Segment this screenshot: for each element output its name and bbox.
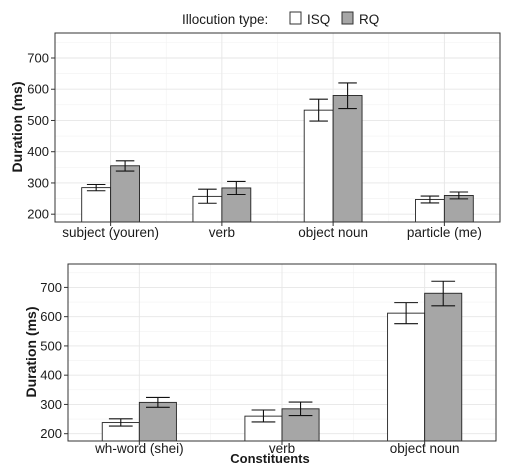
legend: Illocution type: ISQ RQ — [182, 11, 379, 27]
y-tick-label: 200 — [27, 207, 49, 222]
x-tick-label: subject (youren) — [62, 225, 159, 240]
y-tick-label: 600 — [27, 82, 49, 97]
y-axis-label: Duration (ms) — [23, 307, 39, 398]
bar-rq — [424, 292, 463, 442]
x-tick-label: particle (me) — [407, 225, 482, 240]
x-tick-label: verb — [269, 441, 295, 456]
legend-key-isq — [289, 11, 302, 25]
y-tick-label: 600 — [40, 309, 62, 324]
bar-rq — [332, 95, 363, 223]
x-tick-label: object noun — [390, 441, 460, 456]
y-tick-label: 400 — [27, 144, 49, 159]
y-tick-label: 700 — [27, 50, 49, 65]
x-tick-label: verb — [209, 225, 235, 240]
y-tick-label: 200 — [40, 426, 62, 441]
y-tick-label: 500 — [27, 113, 49, 128]
y-tick-label: 400 — [40, 368, 62, 383]
legend-label-isq: ISQ — [307, 12, 330, 27]
chart-panel-bottom: 200 300 400 500 600 700 wh-word (shei) verb obje… — [23, 263, 497, 466]
y-tick-label: 700 — [40, 280, 62, 295]
bar-rq — [138, 401, 177, 442]
legend-label-rq: RQ — [359, 12, 379, 27]
bar-isq — [81, 187, 112, 223]
y-axis-label: Duration (ms) — [9, 82, 25, 173]
y-tick-label: 300 — [27, 175, 49, 190]
bar-rq — [110, 165, 140, 223]
plot-frame — [67, 263, 497, 442]
bar-isq — [303, 109, 334, 223]
y-tick-label: 300 — [40, 397, 62, 412]
chart-panel-top: 200 300 400 500 600 700 subject (youren) verb ob… — [9, 32, 501, 240]
x-tick-label: wh-word (shei) — [94, 441, 184, 456]
legend-title: Illocution type: — [182, 12, 268, 27]
x-axis-label: Constituents — [230, 451, 309, 466]
x-tick-label: object noun — [298, 225, 368, 240]
bar-isq — [387, 312, 426, 442]
y-tick-label: 500 — [40, 338, 62, 353]
plot-frame — [54, 32, 501, 223]
legend-key-rq — [341, 11, 354, 25]
